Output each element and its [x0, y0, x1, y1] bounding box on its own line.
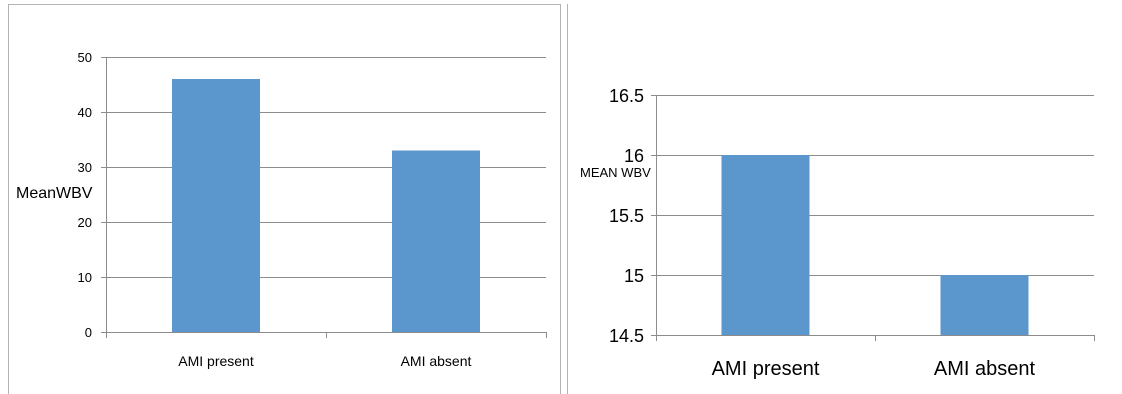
- y-tick-label: 16: [624, 146, 644, 166]
- y-tick-label: 40: [78, 105, 92, 120]
- x-category-label: AMI absent: [934, 358, 1036, 380]
- y-tick-label: 15.5: [609, 206, 644, 226]
- x-category-label: AMI absent: [401, 353, 472, 369]
- bar-ami-present: [721, 155, 810, 335]
- y-tick-label: 10: [78, 270, 92, 285]
- y-axis-title: MEAN WBV: [580, 165, 651, 180]
- y-axis-title: MeanWBV: [16, 185, 93, 202]
- y-tick-label: 15: [624, 266, 644, 286]
- y-tick-label: 20: [78, 215, 92, 230]
- bar-ami-present: [172, 79, 260, 332]
- y-tick-label: 50: [78, 50, 92, 65]
- y-tick-label: 16.5: [609, 86, 644, 106]
- chart-left-mean-wbv: 0 10 20 30 40 50 AMI present AMI absent MeanWBV: [8, 4, 561, 394]
- y-tick-label: 0: [85, 325, 92, 340]
- bar-ami-absent: [940, 275, 1029, 335]
- y-tick-label: 14.5: [609, 326, 644, 346]
- x-category-label: AMI present: [712, 358, 820, 380]
- bar-ami-absent: [392, 150, 480, 332]
- x-category-label: AMI present: [178, 353, 254, 369]
- y-tick-label: 30: [78, 160, 92, 175]
- chart-right-mean-wbv: 14.5 15 15.5 16 16.5 AMI present AMI absent MEA…: [567, 4, 1095, 394]
